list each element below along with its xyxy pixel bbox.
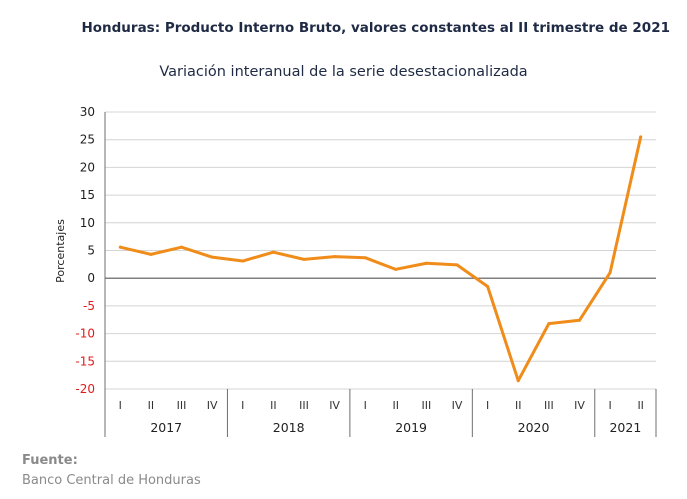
y-tick-label: 5 [87, 244, 95, 258]
chart-subtitle: Variación interanual de la serie desesta… [159, 64, 528, 80]
data-point [271, 250, 275, 254]
data-point [424, 261, 428, 265]
y-axis: 30 25 20 15 10 5 0 -5 -10 -15 -20 [75, 105, 106, 396]
data-point [180, 245, 184, 249]
x-tick-label: I [486, 399, 489, 412]
x-tick-label: II [148, 399, 155, 412]
y-tick-label: 25 [80, 133, 95, 147]
data-point [333, 255, 337, 259]
x-tick-label: I [241, 399, 244, 412]
x-tick-label: III [422, 399, 432, 412]
x-tick-label: I [608, 399, 611, 412]
x-tick-label: I [364, 399, 367, 412]
y-tick-label: 0 [87, 271, 95, 285]
x-group-label: 2017 [150, 420, 182, 435]
x-group-label: 2020 [518, 420, 550, 435]
y-tick-label: -5 [83, 299, 95, 313]
chart-title: Honduras: Producto Interno Bruto, valore… [81, 20, 670, 36]
data-point [516, 379, 520, 383]
source-text: Banco Central de Honduras [22, 473, 201, 488]
x-tick-label: IV [574, 399, 585, 412]
data-point [577, 318, 581, 322]
x-tick-label: III [544, 399, 554, 412]
grid-lines [105, 111, 656, 390]
x-tick-label: III [177, 399, 187, 412]
y-tick-label: -15 [75, 354, 95, 368]
y-axis-label: Porcentajes [54, 219, 67, 283]
x-tick-label: II [637, 399, 644, 412]
data-point [639, 135, 643, 139]
data-point [547, 322, 551, 326]
x-tick-label: II [393, 399, 400, 412]
data-point [118, 245, 122, 249]
x-tick-label: IV [207, 399, 218, 412]
y-tick-label: 15 [80, 188, 95, 202]
data-point [210, 255, 214, 259]
data-point [149, 252, 153, 256]
data-point [363, 256, 367, 260]
x-group-label: 2021 [609, 420, 641, 435]
x-tick-label: IV [329, 399, 340, 412]
y-tick-label: 20 [80, 160, 95, 174]
y-tick-label: -10 [75, 327, 95, 341]
y-tick-label: 30 [80, 105, 95, 119]
x-tick-label: II [515, 399, 522, 412]
data-point [302, 257, 306, 261]
y-tick-label: 10 [80, 216, 95, 230]
series-line [118, 135, 643, 383]
source-label: Fuente: [22, 453, 78, 468]
x-tick-label: IV [452, 399, 463, 412]
x-tick-label: I [119, 399, 122, 412]
x-tick-label: III [299, 399, 309, 412]
series-layer [118, 135, 643, 383]
data-point [608, 271, 612, 275]
data-point [455, 263, 459, 267]
x-tick-label: II [270, 399, 277, 412]
y-tick-label: -20 [75, 382, 95, 396]
data-point [394, 267, 398, 271]
x-group-label: 2018 [273, 420, 305, 435]
data-point [486, 285, 490, 289]
data-point [241, 259, 245, 263]
x-group-label: 2019 [395, 420, 427, 435]
